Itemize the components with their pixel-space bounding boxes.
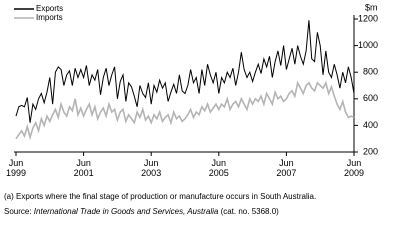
y-tick-label: 1000 [358,40,378,50]
source-suffix: (cat. no. 5368.0) [218,207,279,216]
x-tick-label: Jun 2009 [343,158,365,178]
source-note: Source: International Trade in Goods and… [4,207,279,216]
source-title: International Trade in Goods and Service… [33,207,219,216]
x-tick-label: Jun 2005 [208,158,229,178]
legend-label: Exports [36,4,63,13]
x-tick-label: Jun 2007 [276,158,297,178]
x-tick-label: Jun 2003 [141,158,162,178]
y-tick-label: 1200 [358,13,378,23]
series-line [15,80,355,141]
y-tick-label: 200 [363,146,378,156]
y-tick-label: 400 [363,120,378,130]
x-tick-label: Jun 1999 [5,158,27,178]
x-tick-label: Jun 2001 [73,158,94,178]
page: $m 200 400 600 800 1000 1200 Exports Imports (a… [4,2,378,216]
footnote: (a) Exports where the final stage of pro… [4,192,317,201]
y-tick-label: 600 [363,93,378,103]
y-axis-unit: $m [365,2,378,12]
y-tick-label: 800 [363,67,378,77]
source-prefix: Source: [4,207,34,216]
series-line [15,20,355,123]
legend-label: Imports [36,13,63,22]
